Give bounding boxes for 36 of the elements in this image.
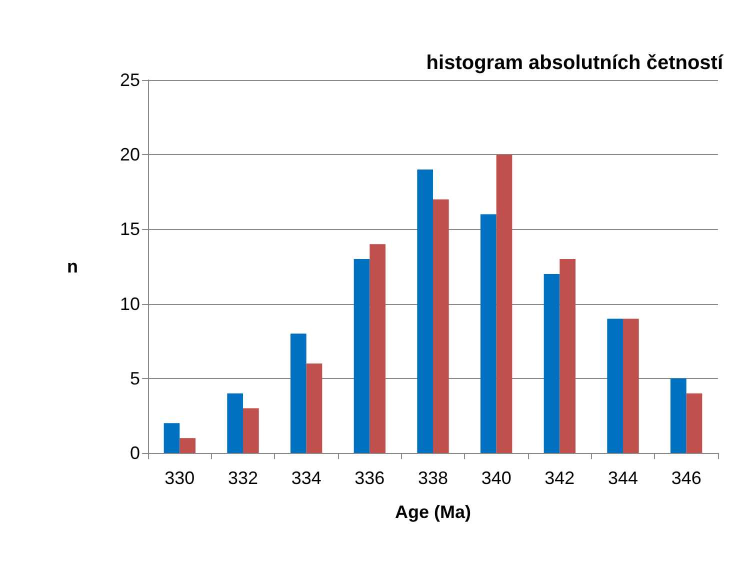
- y-tick-label: 5: [130, 368, 140, 388]
- bar: [686, 393, 702, 453]
- y-tick-label: 25: [120, 70, 140, 90]
- bar: [180, 438, 196, 453]
- y-tick-label: 0: [130, 443, 140, 463]
- y-tick-label: 15: [120, 219, 140, 240]
- x-tick-label: 340: [481, 468, 512, 488]
- y-axis-title: n: [67, 256, 78, 276]
- bar: [306, 363, 322, 453]
- x-tick-label: 336: [354, 468, 385, 488]
- bar: [607, 318, 623, 453]
- bar: [164, 423, 180, 453]
- bar: [354, 259, 370, 453]
- x-tick-label: 332: [228, 468, 258, 488]
- x-axis-title: Age (Ma): [395, 502, 472, 522]
- chart-title: histogram absolutních četností: [426, 52, 724, 74]
- x-tick-label: 334: [291, 468, 322, 488]
- x-tick-label: 346: [671, 468, 702, 488]
- bar: [544, 274, 560, 453]
- x-tick-label: 330: [164, 468, 195, 488]
- bar: [370, 244, 386, 453]
- x-tick-label: 338: [418, 468, 448, 488]
- bar: [496, 154, 512, 453]
- bar: [623, 318, 639, 453]
- bar: [480, 214, 496, 453]
- y-tick-label: 10: [120, 294, 140, 314]
- bar: [560, 259, 576, 453]
- bar: [290, 334, 306, 453]
- x-tick-label: 342: [544, 468, 575, 488]
- y-tick-label: 20: [120, 144, 140, 165]
- bar: [433, 199, 449, 453]
- x-tick-label: 344: [608, 468, 638, 488]
- bar: [227, 393, 243, 453]
- bar: [417, 170, 433, 453]
- bar: [243, 408, 259, 453]
- bar: [670, 378, 686, 453]
